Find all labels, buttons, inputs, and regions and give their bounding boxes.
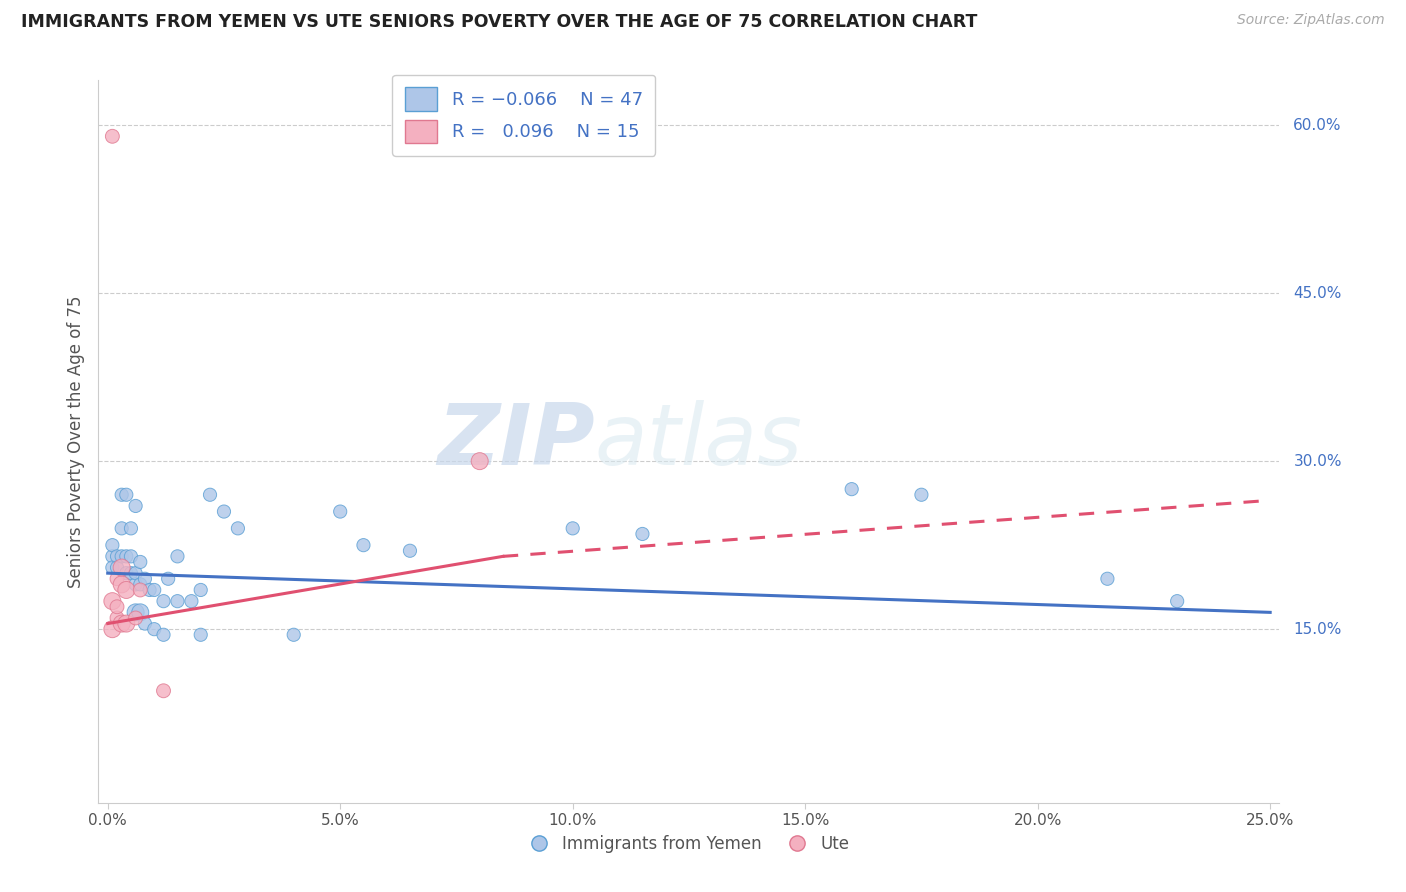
Text: 30.0%: 30.0% bbox=[1294, 454, 1341, 468]
Point bbox=[152, 628, 174, 642]
Point bbox=[101, 622, 124, 636]
Point bbox=[105, 611, 128, 625]
Y-axis label: Seniors Poverty Over the Age of 75: Seniors Poverty Over the Age of 75 bbox=[66, 295, 84, 588]
Point bbox=[157, 572, 180, 586]
Point bbox=[283, 628, 305, 642]
Text: atlas: atlas bbox=[595, 400, 803, 483]
Text: Source: ZipAtlas.com: Source: ZipAtlas.com bbox=[1237, 13, 1385, 28]
Point bbox=[561, 521, 583, 535]
Point bbox=[212, 504, 235, 518]
Point bbox=[101, 129, 124, 144]
Point bbox=[111, 488, 134, 502]
Point bbox=[143, 622, 166, 636]
Text: 45.0%: 45.0% bbox=[1294, 285, 1341, 301]
Point bbox=[111, 549, 134, 564]
Point bbox=[226, 521, 249, 535]
Point bbox=[198, 488, 221, 502]
Point bbox=[101, 549, 124, 564]
Point bbox=[190, 582, 212, 597]
Point bbox=[152, 683, 174, 698]
Point bbox=[105, 599, 128, 614]
Point bbox=[129, 577, 152, 591]
Text: IMMIGRANTS FROM YEMEN VS UTE SENIORS POVERTY OVER THE AGE OF 75 CORRELATION CHAR: IMMIGRANTS FROM YEMEN VS UTE SENIORS POV… bbox=[21, 13, 977, 31]
Legend: Immigrants from Yemen, Ute: Immigrants from Yemen, Ute bbox=[522, 828, 856, 860]
Point bbox=[180, 594, 202, 608]
Point bbox=[115, 488, 138, 502]
Point bbox=[115, 582, 138, 597]
Point bbox=[841, 482, 863, 496]
Point bbox=[329, 504, 352, 518]
Point bbox=[111, 521, 134, 535]
Point bbox=[399, 543, 422, 558]
Point bbox=[105, 560, 128, 574]
Point bbox=[1097, 572, 1119, 586]
Point bbox=[124, 611, 146, 625]
Point bbox=[1166, 594, 1188, 608]
Point bbox=[134, 616, 156, 631]
Point bbox=[111, 577, 134, 591]
Text: ZIP: ZIP bbox=[437, 400, 595, 483]
Point bbox=[190, 628, 212, 642]
Point bbox=[105, 572, 128, 586]
Point bbox=[115, 566, 138, 581]
Point bbox=[143, 582, 166, 597]
Text: 15.0%: 15.0% bbox=[1294, 622, 1341, 637]
Point bbox=[138, 582, 160, 597]
Text: 60.0%: 60.0% bbox=[1294, 118, 1341, 133]
Point bbox=[129, 582, 152, 597]
Point bbox=[166, 549, 188, 564]
Point bbox=[101, 560, 124, 574]
Point bbox=[111, 616, 134, 631]
Point bbox=[111, 560, 134, 574]
Point bbox=[120, 566, 142, 581]
Point bbox=[105, 549, 128, 564]
Point bbox=[631, 527, 654, 541]
Point bbox=[124, 606, 146, 620]
Point bbox=[101, 538, 124, 552]
Point bbox=[134, 572, 156, 586]
Point bbox=[124, 577, 146, 591]
Point bbox=[129, 606, 152, 620]
Point bbox=[166, 594, 188, 608]
Point bbox=[468, 454, 491, 468]
Point bbox=[124, 566, 146, 581]
Point bbox=[910, 488, 932, 502]
Point bbox=[101, 594, 124, 608]
Point bbox=[129, 555, 152, 569]
Point bbox=[120, 549, 142, 564]
Point bbox=[115, 549, 138, 564]
Point bbox=[120, 521, 142, 535]
Point bbox=[124, 499, 146, 513]
Point bbox=[353, 538, 375, 552]
Point bbox=[152, 594, 174, 608]
Point bbox=[115, 616, 138, 631]
